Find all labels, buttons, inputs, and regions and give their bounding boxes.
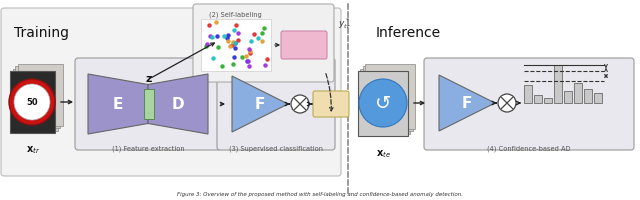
Polygon shape xyxy=(148,75,208,134)
FancyBboxPatch shape xyxy=(1,9,341,176)
FancyBboxPatch shape xyxy=(281,32,327,60)
Point xyxy=(204,25,214,28)
Text: F: F xyxy=(255,97,265,112)
FancyBboxPatch shape xyxy=(313,92,349,117)
Text: Inference: Inference xyxy=(376,26,441,40)
Polygon shape xyxy=(439,76,495,131)
Point xyxy=(229,42,239,45)
Point xyxy=(237,56,248,59)
Text: $L_{cls}$: $L_{cls}$ xyxy=(323,98,339,111)
Text: $\mathbf{x}_{te}$: $\mathbf{x}_{te}$ xyxy=(376,147,390,159)
Circle shape xyxy=(291,96,309,113)
Text: $y^*_{tr}$: $y^*_{tr}$ xyxy=(338,16,351,31)
Text: $C_{PL}$: $C_{PL}$ xyxy=(296,40,312,52)
Point xyxy=(241,55,251,58)
Polygon shape xyxy=(232,77,288,132)
Bar xyxy=(574,84,582,103)
Point xyxy=(223,41,233,44)
Circle shape xyxy=(14,85,50,120)
Bar xyxy=(15,67,60,128)
Bar xyxy=(524,86,532,103)
Text: E: E xyxy=(113,97,123,112)
Text: Training: Training xyxy=(14,26,69,40)
Bar xyxy=(144,90,154,119)
Point xyxy=(229,56,239,60)
Bar xyxy=(10,72,55,133)
Text: 50: 50 xyxy=(26,98,38,107)
Point xyxy=(230,42,240,45)
Point xyxy=(228,41,239,44)
Bar xyxy=(564,92,572,103)
Point xyxy=(249,34,259,37)
Text: (2) Self-labeling: (2) Self-labeling xyxy=(209,11,262,17)
Point xyxy=(200,45,211,48)
Text: $\mathbf{z}$: $\mathbf{z}$ xyxy=(145,74,153,84)
Point xyxy=(234,39,244,42)
Bar xyxy=(363,67,413,131)
FancyBboxPatch shape xyxy=(217,59,335,150)
Bar xyxy=(17,64,63,126)
Point xyxy=(207,36,218,39)
Bar xyxy=(544,99,552,103)
Bar xyxy=(201,20,271,72)
Text: (4) Confidence-based AD: (4) Confidence-based AD xyxy=(487,145,571,152)
FancyBboxPatch shape xyxy=(193,5,334,83)
Point xyxy=(259,27,269,31)
Bar xyxy=(594,94,602,103)
Point xyxy=(245,52,255,56)
Point xyxy=(212,46,223,50)
Point xyxy=(207,57,218,60)
Point xyxy=(218,65,228,68)
Text: (1) Feature extraction: (1) Feature extraction xyxy=(112,145,184,152)
Bar xyxy=(584,90,592,103)
Text: D: D xyxy=(172,97,184,112)
Bar xyxy=(554,66,562,103)
Point xyxy=(228,63,238,66)
Point xyxy=(212,36,222,39)
Text: ↺: ↺ xyxy=(375,94,391,113)
Point xyxy=(232,32,243,35)
Point xyxy=(244,48,255,52)
Point xyxy=(260,65,270,68)
Point xyxy=(243,65,253,69)
Circle shape xyxy=(498,95,516,112)
Text: $\mathbf{x}_{tr}$: $\mathbf{x}_{tr}$ xyxy=(26,143,40,155)
Point xyxy=(262,58,272,61)
Circle shape xyxy=(9,80,55,125)
Point xyxy=(242,60,252,63)
Point xyxy=(257,32,268,35)
Point xyxy=(257,40,267,43)
Bar xyxy=(360,69,410,134)
Point xyxy=(205,35,215,39)
Bar xyxy=(365,64,415,129)
Point xyxy=(222,37,232,41)
Text: F: F xyxy=(462,96,472,111)
FancyBboxPatch shape xyxy=(75,59,221,150)
Text: Figure 3: Overview of the proposed method with self-labeling and confidence-base: Figure 3: Overview of the proposed metho… xyxy=(177,191,463,196)
Circle shape xyxy=(359,80,407,127)
Point xyxy=(231,24,241,28)
FancyBboxPatch shape xyxy=(424,59,634,150)
Point xyxy=(245,50,255,54)
Text: (3) Supervised classification: (3) Supervised classification xyxy=(229,145,323,152)
Point xyxy=(225,45,236,48)
Point xyxy=(202,43,212,46)
Polygon shape xyxy=(88,75,148,134)
Point xyxy=(253,37,263,40)
Point xyxy=(228,29,239,32)
Point xyxy=(211,21,221,25)
Point xyxy=(230,47,241,51)
Point xyxy=(227,44,237,47)
Point xyxy=(243,60,253,63)
Point xyxy=(223,34,233,37)
Point xyxy=(246,40,257,43)
Point xyxy=(219,35,229,38)
Bar xyxy=(13,69,58,131)
Bar xyxy=(358,72,408,136)
Bar xyxy=(534,96,542,103)
